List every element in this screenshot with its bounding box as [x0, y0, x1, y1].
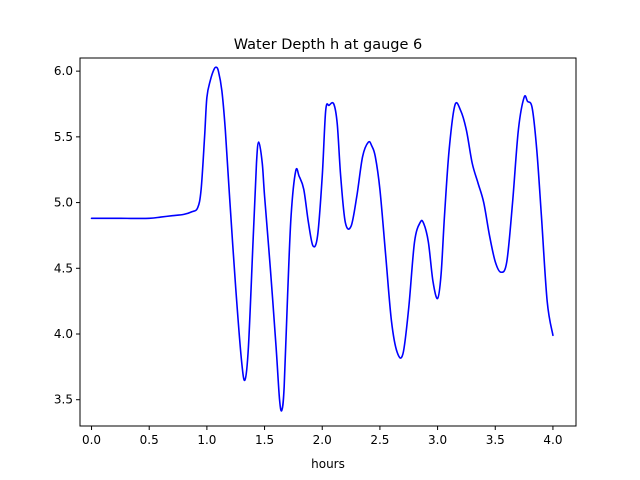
plot-layer [90, 66, 554, 412]
plot-frame [79, 57, 577, 427]
y-tick-label: 3.5 [54, 393, 73, 407]
x-axis: 0.0 0.5 1.0 1.5 2.0 2.5 3.0 3.5 4.0 [82, 426, 562, 447]
chart-title: Water Depth h at gauge 6 [234, 37, 422, 53]
x-tick-label: 0.5 [140, 433, 159, 447]
x-tick-label: 4.0 [543, 433, 562, 447]
y-tick-label: 6.0 [54, 64, 73, 78]
y-axis: 3.5 4.0 4.5 5.0 5.5 6.0 [54, 64, 80, 407]
y-tick-label: 4.5 [54, 261, 73, 275]
x-tick-label: 1.0 [197, 433, 216, 447]
y-tick-label: 5.5 [54, 130, 73, 144]
x-tick-label: 1.5 [255, 433, 274, 447]
x-tick-label: 2.5 [370, 433, 389, 447]
x-tick-label: 2.0 [313, 433, 332, 447]
y-tick-label: 5.0 [54, 196, 73, 210]
y-tick-label: 4.0 [54, 327, 73, 341]
x-tick-label: 3.0 [428, 433, 447, 447]
x-tick-label: 3.5 [486, 433, 505, 447]
x-axis-label: hours [311, 457, 345, 471]
series-line-0 [90, 66, 554, 412]
x-tick-label: 0.0 [82, 433, 101, 447]
